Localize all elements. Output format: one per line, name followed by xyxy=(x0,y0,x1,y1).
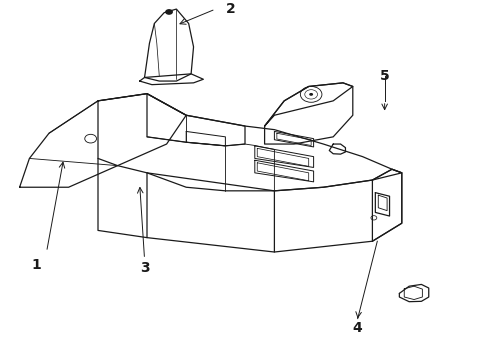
Circle shape xyxy=(309,93,313,96)
Text: 4: 4 xyxy=(353,321,363,334)
Text: 3: 3 xyxy=(140,261,149,275)
Text: 1: 1 xyxy=(32,258,42,271)
Circle shape xyxy=(165,9,173,15)
Text: 5: 5 xyxy=(380,69,390,83)
Text: 2: 2 xyxy=(225,2,235,16)
